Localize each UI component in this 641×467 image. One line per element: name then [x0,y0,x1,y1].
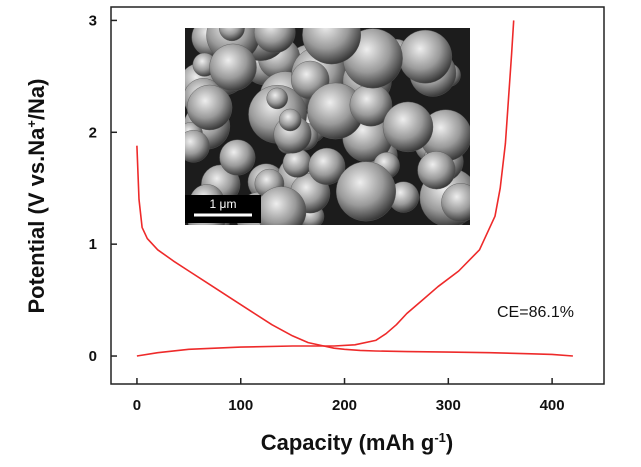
sem-particle [417,151,456,190]
sem-particle [266,87,288,110]
sem-particle [253,28,296,54]
sem-particle [336,161,397,222]
inset-sem-image: 1 μm [185,28,470,225]
series-2-line [136,20,515,357]
x-tick-label: 300 [436,397,461,414]
y-tick-label: 0 [89,348,97,365]
sem-particle [382,101,434,153]
x-tick-label: 0 [133,397,141,414]
sem-particle [308,147,346,185]
sem-particle [302,28,361,65]
sem-particle [441,183,470,222]
sem-particle [186,84,233,131]
series-lines [136,20,573,357]
x-tick-label: 200 [332,397,357,414]
x-tick-label: 100 [228,397,253,414]
sem-particle [185,130,210,163]
ce-annotation: CE=86.1% [497,304,574,321]
sem-particle [256,186,307,225]
scale-bar-label: 1 μm [210,197,237,211]
sem-particle [219,28,245,42]
y-axis-title: Potential (V vs.Na+/Na) [24,79,49,314]
y-tick-label: 1 [89,236,97,253]
sem-particle [219,139,256,176]
y-tick-label: 2 [89,124,97,141]
sem-particle [209,43,257,92]
axis-ticks: 0 100 200 300 400 0 1 2 3 [89,12,565,414]
plot-frame [110,6,605,385]
y-tick-label: 3 [89,12,97,29]
scale-bar-box [185,195,261,223]
sem-particle [398,29,453,84]
sem-particle [279,108,302,132]
x-axis-title: Capacity (mAh g-1) [261,430,453,455]
series-1-line [136,145,573,357]
x-tick-label: 400 [540,397,565,414]
